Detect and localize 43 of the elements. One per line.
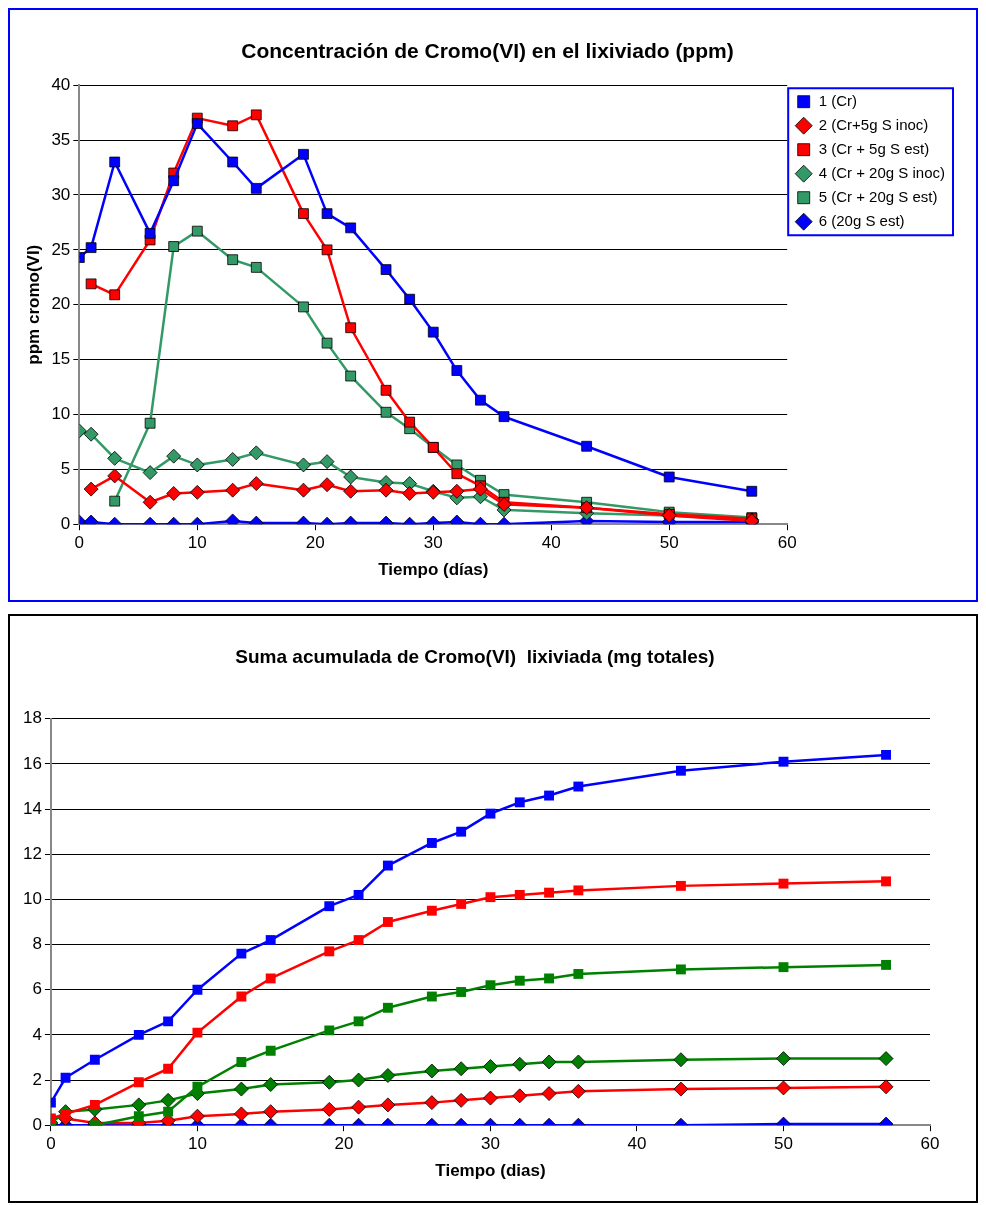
y-tick-label: 8 [32,934,42,954]
y-tick-label: 12 [22,843,42,863]
chart-title: Concentración de Cromo(VI) en el lixiviado (ppm) [241,39,734,63]
chart-title: Suma acumulada de Cromo(VI) lixiviada (mg totales) [235,645,715,667]
y-tick-label: 18 [22,708,42,728]
x-tick-label: 20 [334,1134,354,1154]
legend-label: 5 (Cr + 20g S est) [818,187,938,205]
x-tick-label: 60 [777,533,797,553]
y-tick-label: 16 [22,753,42,773]
y-tick-label: 40 [51,74,71,94]
y-axis-title: ppm cromo(VI) [23,244,43,365]
y-tick-label: 35 [51,129,71,149]
x-tick-label: 40 [541,533,561,553]
x-tick-label: 50 [659,533,679,553]
x-axis-title: Tiempo (dias) [435,1161,546,1181]
x-tick-label: 20 [305,533,325,553]
y-tick-label: 30 [51,184,71,204]
y-tick-label: 2 [32,1069,42,1089]
x-tick-label: 10 [187,533,207,553]
x-tick-label: 30 [423,533,443,553]
x-axis-title: Tiempo (días) [378,560,489,580]
x-tick-label: 40 [627,1134,647,1154]
y-tick-label: 0 [32,1114,42,1134]
y-tick-label: 5 [60,459,71,479]
legend-label: 3 (Cr + 5g S est) [818,139,930,157]
x-tick-label: 10 [187,1134,207,1154]
y-tick-label: 4 [32,1024,42,1044]
y-tick-label: 10 [51,404,71,424]
y-tick-label: 14 [22,798,42,818]
x-tick-label: 0 [74,533,85,553]
y-tick-label: 10 [22,889,42,909]
legend-label: 1 (Cr) [818,91,858,109]
legend-label: 2 (Cr+5g S inoc) [818,115,929,133]
y-tick-label: 15 [51,349,71,369]
y-tick-label: 20 [51,294,71,314]
y-tick-label: 0 [60,513,71,533]
legend-label: 4 (Cr + 20g S inoc) [818,163,946,181]
legend-label: 6 (20g S est) [818,211,905,229]
y-tick-label: 6 [32,979,42,999]
x-tick-label: 60 [920,1134,940,1154]
x-tick-label: 30 [480,1134,500,1154]
y-tick-label: 25 [51,239,71,259]
x-tick-label: 50 [774,1134,793,1154]
